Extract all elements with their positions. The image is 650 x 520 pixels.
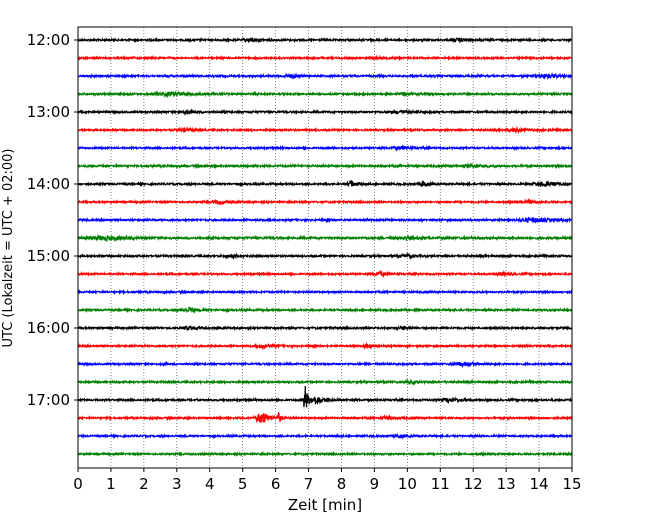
seismogram-trace: [77, 125, 573, 135]
seismogram-trace: [77, 378, 573, 386]
seismogram-trace: [77, 90, 573, 99]
x-tick-label: 13: [497, 475, 516, 493]
trace-group: [77, 36, 573, 458]
seismogram-trace: [77, 144, 573, 152]
y-axis-label: UTC (Lokalzeit = UTC + 02:00): [1, 149, 16, 348]
seismogram-trace: [77, 432, 573, 440]
seismogram-trace: [77, 198, 573, 206]
x-tick-label: 15: [562, 475, 581, 493]
y-tick-label: 12:00: [27, 31, 70, 49]
seismogram-trace: [77, 233, 573, 243]
x-tick-label: 8: [337, 475, 347, 493]
seismogram-trace: [77, 305, 573, 314]
x-tick-label: 11: [431, 475, 450, 493]
seismogram-trace: [77, 386, 573, 408]
seismogram-trace: [77, 450, 573, 458]
seismogram-trace: [77, 216, 573, 224]
x-tick-label: 1: [106, 475, 116, 493]
x-tick-label: 14: [530, 475, 549, 493]
x-axis-ticks: 0 1 2 3 4 5 6 7 8 9 10 11 12 13 14 15: [73, 468, 582, 493]
x-tick-label: 5: [238, 475, 248, 493]
seismogram-trace: [77, 251, 573, 260]
x-axis-label: Zeit [min]: [288, 496, 362, 514]
y-axis-ticks: 12:00 13:00 14:00 15:00 16:00 17:00: [27, 31, 78, 409]
seismogram-trace: [77, 72, 573, 81]
x-tick-label: 12: [464, 475, 483, 493]
x-tick-label: 2: [139, 475, 149, 493]
x-tick-label: 4: [205, 475, 215, 493]
plot-frame: [77, 26, 573, 469]
seismogram-trace: [77, 288, 573, 296]
y-tick-label: 13:00: [27, 103, 70, 121]
seismogram-trace: [77, 411, 573, 424]
seismogram-trace: [77, 179, 573, 188]
seismogram-trace: [77, 162, 573, 170]
x-tick-label: 6: [271, 475, 281, 493]
y-tick-label: 17:00: [27, 391, 70, 409]
seismogram-trace: [77, 54, 573, 62]
seismogram-trace: [77, 342, 573, 351]
y-tick-label: 15:00: [27, 247, 70, 265]
y-tick-label: 14:00: [27, 175, 70, 193]
seismogram-trace: [77, 324, 573, 332]
y-tick-label: 16:00: [27, 319, 70, 337]
x-tick-label: 3: [172, 475, 182, 493]
x-tick-label: 0: [73, 475, 83, 493]
x-tick-label: 9: [370, 475, 380, 493]
seismogram-trace: [77, 36, 573, 44]
x-tick-label: 7: [304, 475, 314, 493]
x-tick-label: 10: [398, 475, 417, 493]
seismogram-trace: [77, 360, 573, 369]
seismogram-trace: [77, 269, 573, 279]
seismogram-trace: [77, 108, 573, 117]
